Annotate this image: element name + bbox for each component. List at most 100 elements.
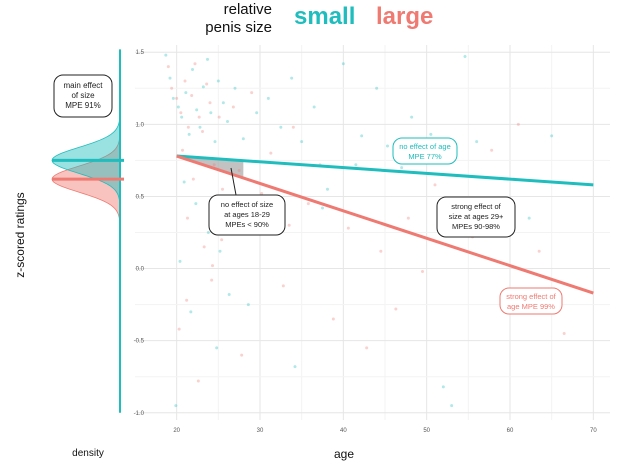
y-tick-label: 1.5 — [136, 50, 145, 56]
point-large — [433, 183, 437, 187]
x-tick-label: 50 — [423, 428, 430, 434]
point-large — [237, 168, 241, 172]
point-large — [201, 130, 204, 134]
point-large — [306, 202, 310, 206]
point-small — [410, 115, 414, 119]
point-small — [174, 404, 178, 408]
point-large — [406, 216, 410, 220]
point-small — [527, 216, 531, 220]
point-large — [269, 151, 273, 155]
point-large — [211, 264, 214, 268]
point-small — [233, 86, 237, 90]
annotation-box-no-age-effect — [392, 137, 458, 165]
annotation-text-strong-size-old: MPEs 90-98% — [452, 222, 500, 231]
x-tick-label: 40 — [340, 428, 347, 434]
point-large — [202, 245, 206, 249]
y-tick-label: 0.0 — [136, 267, 145, 273]
point-small — [206, 231, 210, 234]
point-small — [326, 187, 329, 191]
point-large — [260, 192, 264, 196]
point-small — [209, 111, 213, 115]
point-small — [187, 132, 191, 136]
point-large — [179, 111, 183, 115]
point-large — [421, 269, 424, 273]
scatter-points — [164, 53, 566, 408]
point-large — [185, 298, 189, 302]
point-large — [281, 284, 285, 288]
point-large — [186, 125, 190, 129]
y-tick-label: 1.0 — [136, 122, 145, 128]
point-small — [450, 404, 454, 408]
point-small — [221, 101, 225, 105]
point-small — [226, 119, 229, 123]
point-small — [441, 385, 445, 389]
point-small — [201, 85, 205, 89]
y-ticks: -1.0 -0.5 0.0 0.5 1.0 1.5 — [134, 50, 145, 417]
point-small — [227, 293, 231, 297]
point-small — [164, 53, 168, 57]
point-large — [291, 125, 295, 129]
point-large — [186, 216, 189, 220]
annotation-text-no-age-effect: no effect of age — [399, 142, 451, 151]
y-tick-label: 0.5 — [136, 194, 145, 200]
legend-title-line1: relative — [224, 1, 272, 18]
point-large — [190, 93, 194, 97]
point-large — [394, 307, 398, 311]
point-small — [246, 303, 250, 307]
annotation-box-strong-age — [499, 287, 563, 315]
point-large — [193, 62, 197, 66]
point-small — [194, 202, 198, 206]
annotation-text-main-effect: main effect — [64, 81, 104, 90]
point-small — [195, 108, 199, 112]
point-small — [178, 259, 182, 263]
point-large — [208, 101, 212, 105]
point-small — [354, 163, 358, 167]
point-large — [287, 223, 291, 227]
point-small — [550, 134, 554, 138]
annotation-pointer — [230, 167, 237, 196]
point-large — [166, 65, 170, 69]
y-axis-label: z-scored ratings — [13, 192, 27, 277]
annotation-text-strong-size-old: size at ages 29+ — [449, 212, 504, 221]
point-large — [562, 331, 566, 335]
point-large — [220, 238, 224, 242]
point-large — [346, 226, 350, 230]
point-small — [213, 140, 217, 144]
point-small — [191, 68, 194, 72]
x-tick-label: 30 — [257, 428, 264, 434]
point-large — [196, 379, 200, 383]
point-large — [197, 115, 201, 119]
point-large — [516, 122, 520, 126]
point-small — [386, 144, 389, 148]
point-large — [210, 278, 214, 282]
annotation-text-no-size-young: no effect of size — [221, 200, 273, 209]
point-large — [240, 353, 244, 357]
density-panel — [51, 49, 124, 413]
fit-line-large — [176, 154, 594, 295]
annotation-box-strong-size-old — [436, 196, 516, 238]
point-small — [176, 105, 180, 109]
point-small — [266, 96, 270, 100]
point-small — [206, 57, 209, 61]
point-large — [177, 327, 181, 331]
annotation-text-no-size-young: MPEs < 90% — [225, 220, 269, 229]
grid — [135, 45, 610, 420]
annotation-text-strong-age: strong effect of — [506, 292, 556, 301]
annotation-text-main-effect: of size — [71, 91, 95, 100]
point-small — [198, 125, 202, 129]
point-small — [463, 55, 467, 59]
point-large — [221, 187, 224, 191]
point-small — [360, 134, 364, 138]
annotation-box-main-effect — [53, 74, 113, 118]
fit-lines — [176, 154, 594, 295]
point-small — [321, 206, 324, 210]
annotation-text-main-effect: MPE 91% — [65, 101, 101, 110]
point-small — [429, 132, 433, 136]
point-small — [300, 140, 304, 144]
point-large — [490, 148, 494, 152]
point-small — [341, 62, 345, 66]
point-small — [255, 111, 259, 115]
point-small — [189, 310, 193, 314]
point-small — [293, 365, 297, 369]
